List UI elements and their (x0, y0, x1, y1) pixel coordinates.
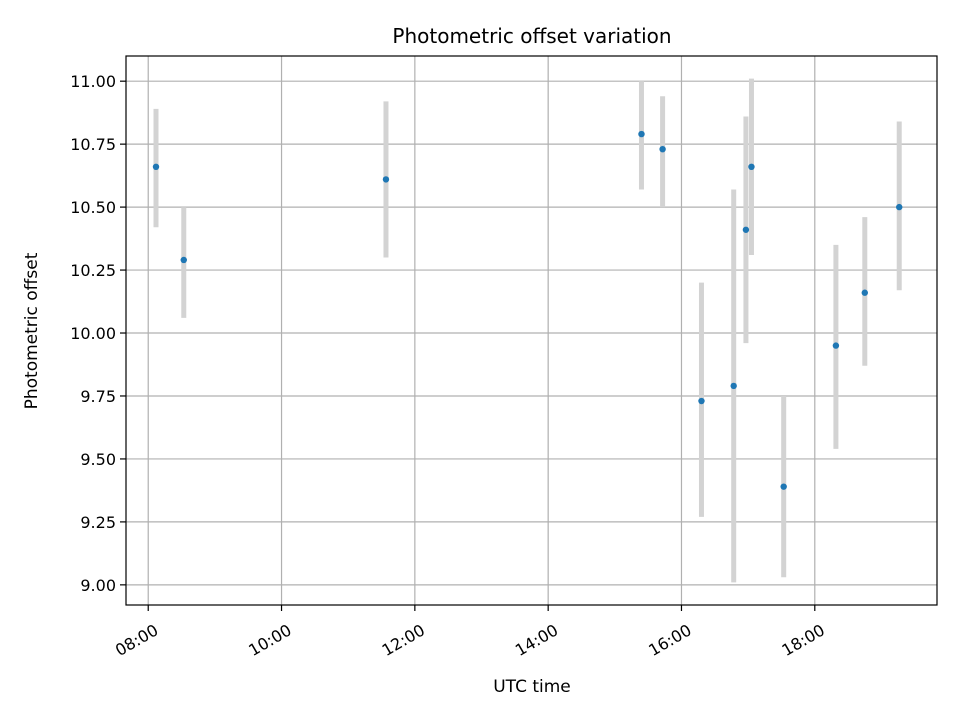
y-tick-label: 10.00 (70, 324, 116, 343)
data-point (382, 176, 390, 183)
y-tick-label: 11.00 (70, 72, 116, 91)
y-tick-label: 9.75 (80, 387, 116, 406)
y-axis-ticks: 9.00 9.25 9.50 9.75 10.00 10.25 10.50 10.75 11.0… (70, 72, 126, 595)
data-point (638, 130, 645, 138)
y-tick-label: 10.75 (70, 135, 116, 154)
data-point (896, 203, 903, 211)
y-tick-label: 9.00 (80, 576, 116, 595)
chart-title: Photometric offset variation (392, 24, 671, 48)
y-tick-label: 10.50 (70, 198, 116, 217)
y-tick-label: 9.25 (80, 513, 116, 532)
data-point (152, 163, 160, 171)
data-point (832, 342, 840, 349)
data-point (748, 163, 755, 171)
x-axis-label: UTC time (493, 677, 571, 697)
data-points (152, 130, 903, 490)
data-point (180, 256, 187, 264)
plot-frame (125, 55, 938, 606)
y-tick-label: 9.50 (80, 450, 116, 469)
data-point (698, 397, 705, 405)
data-point (780, 483, 787, 490)
data-point (730, 382, 737, 390)
data-point (861, 289, 868, 296)
data-point (659, 145, 666, 153)
grid (126, 56, 937, 605)
y-tick-label: 10.25 (70, 261, 116, 280)
y-axis-label: Photometric offset (22, 252, 42, 409)
data-point (742, 226, 750, 233)
